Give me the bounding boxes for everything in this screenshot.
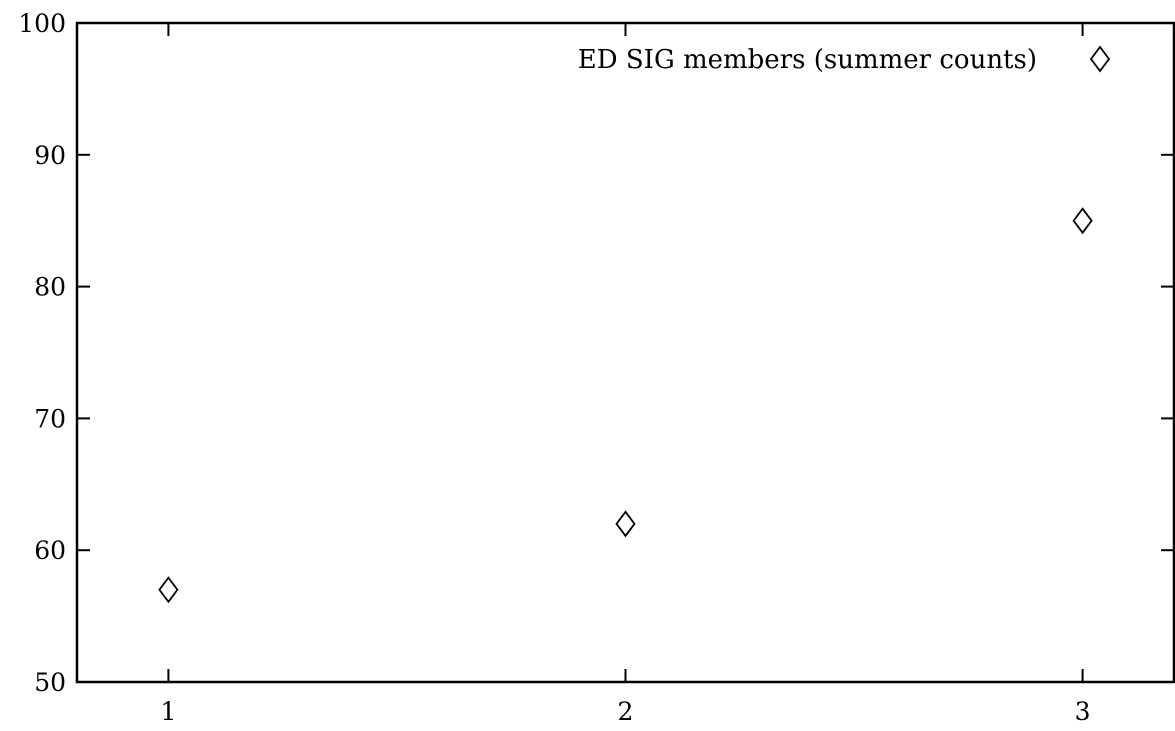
data-point <box>615 510 636 538</box>
y-tick-label: 90 <box>34 141 66 170</box>
data-points <box>158 207 1093 604</box>
x-tick-label: 2 <box>618 697 634 726</box>
y-tick-label: 70 <box>34 404 66 433</box>
x-tick-label: 3 <box>1075 697 1091 726</box>
data-point <box>158 576 179 604</box>
x-tick-label: 1 <box>160 697 176 726</box>
axis-ticks <box>77 22 1174 683</box>
y-tick-label: 80 <box>34 273 66 302</box>
plot-frame <box>75 21 1175 684</box>
legend-marker <box>1089 45 1111 73</box>
y-tick-label: 100 <box>18 9 66 38</box>
legend: ED SIG members (summer counts) <box>578 45 1111 75</box>
y-tick-label: 50 <box>34 668 66 697</box>
legend-label: ED SIG members (summer counts) <box>578 45 1037 75</box>
y-tick-label: 60 <box>34 536 66 565</box>
data-point <box>1072 207 1093 235</box>
axis-tick-labels: 50 60 70 80 90 100 1 2 3 <box>18 9 1090 726</box>
